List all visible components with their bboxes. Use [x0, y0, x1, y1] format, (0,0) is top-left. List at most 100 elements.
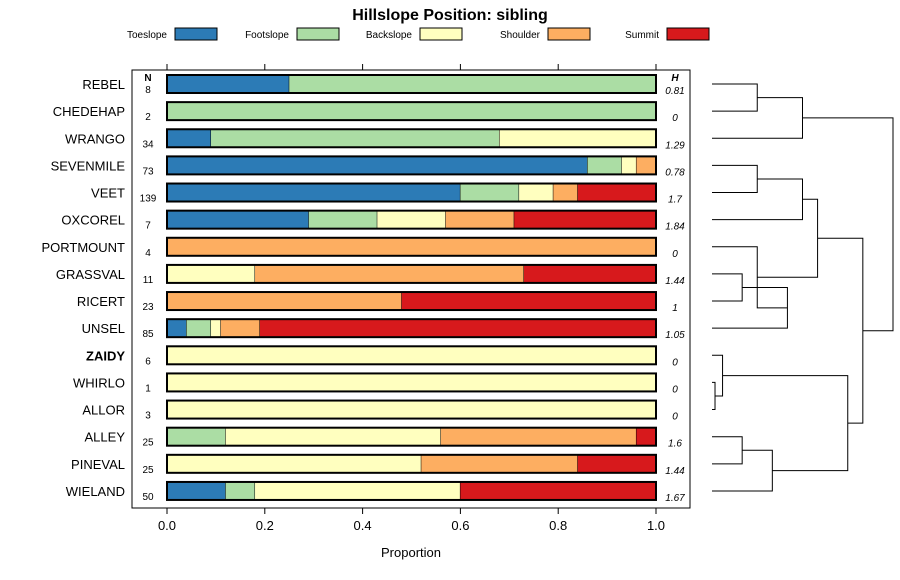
bar-segment-oxcorel-backslope: [377, 210, 446, 229]
h-value-unsel: 1.05: [665, 330, 685, 341]
h-value-rebel: 0.81: [665, 86, 684, 97]
bar-segment-alley-backslope: [225, 427, 441, 446]
row-label-sevenmile: SEVENMILE: [51, 158, 126, 173]
legend-label-shoulder: Shoulder: [500, 30, 541, 41]
bar-segment-alley-summit: [636, 427, 656, 446]
dendrogram-branch: [722, 375, 849, 472]
h-value-ricert: 1: [672, 303, 678, 314]
dendrogram-branch: [712, 164, 758, 194]
row-label-pineval: PINEVAL: [71, 457, 125, 472]
x-axis: 0.0 0.2 0.4 0.6 0.8 1.0: [158, 64, 665, 533]
bar-segment-wrango-footslope: [211, 129, 500, 148]
row-label-chedehap: CHEDEHAP: [53, 104, 125, 119]
h-value-oxcorel: 1.84: [665, 222, 685, 233]
bar-segment-veet-toeslope: [167, 183, 461, 202]
row-label-grassval: GRASSVAL: [56, 267, 125, 282]
bar-outline-sevenmile: [166, 155, 657, 176]
x-tick-label: 0.4: [354, 518, 372, 533]
n-value-chedehap: 2: [145, 112, 151, 123]
bar-segment-ricert-shoulder: [167, 292, 402, 311]
legend-swatch-shoulder: [547, 27, 591, 41]
bar-segment-pineval-shoulder: [421, 454, 578, 473]
row-label-wieland: WIELAND: [66, 484, 125, 499]
x-tick-label: 0.0: [158, 518, 176, 533]
x-tick-label: 1.0: [647, 518, 665, 533]
x-tick-label: 0.6: [451, 518, 469, 533]
h-value-pineval: 1.44: [665, 466, 685, 477]
n-value-zaidy: 6: [145, 356, 151, 367]
legend-swatch-summit: [666, 27, 710, 41]
dendrogram-branch: [817, 237, 864, 424]
n-value-allor: 3: [145, 411, 151, 422]
bar-outline-whirlo: [166, 372, 657, 393]
bar-outline-unsel: [166, 318, 657, 339]
n-value-wrango: 34: [142, 139, 154, 150]
bar-segment-wieland-summit: [460, 481, 656, 500]
h-value-wrango: 1.29: [665, 140, 685, 151]
dendrogram-branch: [712, 354, 724, 397]
bar-outline-wrango: [166, 128, 657, 149]
row-label-oxcorel: OXCOREL: [61, 213, 125, 228]
n-value-pineval: 25: [142, 465, 154, 476]
n-value-oxcorel: 7: [145, 221, 151, 232]
dendrogram-branch: [712, 381, 716, 411]
row-label-rebel: REBEL: [82, 77, 125, 92]
bar-outline-wieland: [166, 480, 657, 501]
bar-segment-grassval-shoulder: [255, 264, 524, 283]
bar-segment-unsel-footslope: [186, 319, 212, 338]
n-header: N: [144, 73, 151, 84]
bar-segment-unsel-toeslope: [167, 319, 187, 338]
bar-segment-sevenmile-shoulder: [636, 156, 656, 175]
bar-outline-chedehap: [166, 101, 657, 122]
bar-outline-alley: [166, 426, 657, 447]
bar-segment-unsel-shoulder: [220, 319, 260, 338]
h-value-portmount: 0: [672, 249, 678, 260]
bar-outline-portmount: [166, 236, 657, 257]
n-value-portmount: 4: [145, 248, 151, 259]
bar-segment-allor-backslope: [167, 400, 656, 419]
n-value-alley: 25: [142, 438, 154, 449]
row-label-unsel: UNSEL: [82, 321, 125, 336]
legend-swatch-backslope: [419, 27, 463, 41]
bar-segment-unsel-backslope: [211, 319, 221, 338]
dendrogram-branch: [712, 83, 758, 112]
row-label-wrango: WRANGO: [65, 131, 125, 146]
bar-outline-allor: [166, 399, 657, 420]
h-value-sevenmile: 0.78: [665, 167, 685, 178]
n-value-wieland: 50: [142, 492, 154, 503]
bar-segment-oxcorel-summit: [514, 210, 656, 229]
h-value-zaidy: 0: [672, 357, 678, 368]
row-label-portmount: PORTMOUNT: [41, 240, 125, 255]
n-value-sevenmile: 73: [142, 166, 154, 177]
bar-segment-sevenmile-backslope: [621, 156, 637, 175]
row-label-allor: ALLOR: [82, 403, 125, 418]
bar-segment-oxcorel-toeslope: [167, 210, 309, 229]
dendrogram-branch: [757, 198, 819, 278]
row-label-alley: ALLEY: [85, 430, 126, 445]
bar-segment-wrango-toeslope: [167, 129, 212, 148]
bar-segment-ricert-summit: [401, 292, 656, 311]
bar-segment-whirlo-backslope: [167, 373, 656, 392]
bar-segment-oxcorel-footslope: [308, 210, 378, 229]
legend-label-summit: Summit: [625, 30, 659, 41]
legend-swatch-footslope: [296, 27, 340, 41]
dendrogram: [712, 83, 894, 492]
bar-segment-wieland-toeslope: [167, 481, 226, 500]
chart-title: Hillslope Position: sibling: [352, 7, 548, 24]
bar-segment-wieland-backslope: [255, 481, 461, 500]
h-value-allor: 0: [672, 412, 678, 423]
h-value-wieland: 1.67: [665, 493, 685, 504]
bar-segment-grassval-backslope: [167, 264, 256, 283]
row-label-zaidy: ZAIDY: [86, 348, 125, 363]
dendrogram-branch: [802, 117, 894, 332]
bar-segment-unsel-summit: [259, 319, 656, 338]
dendrogram-branch: [712, 273, 743, 302]
bar-segment-oxcorel-shoulder: [445, 210, 515, 229]
n-value-veet: 139: [140, 194, 157, 205]
bar-segment-veet-shoulder: [553, 183, 578, 202]
legend: Toeslope Footslope Backslope Shoulder Summit: [127, 27, 710, 41]
bar-segment-pineval-backslope: [167, 454, 422, 473]
dendrogram-branch: [712, 436, 743, 465]
